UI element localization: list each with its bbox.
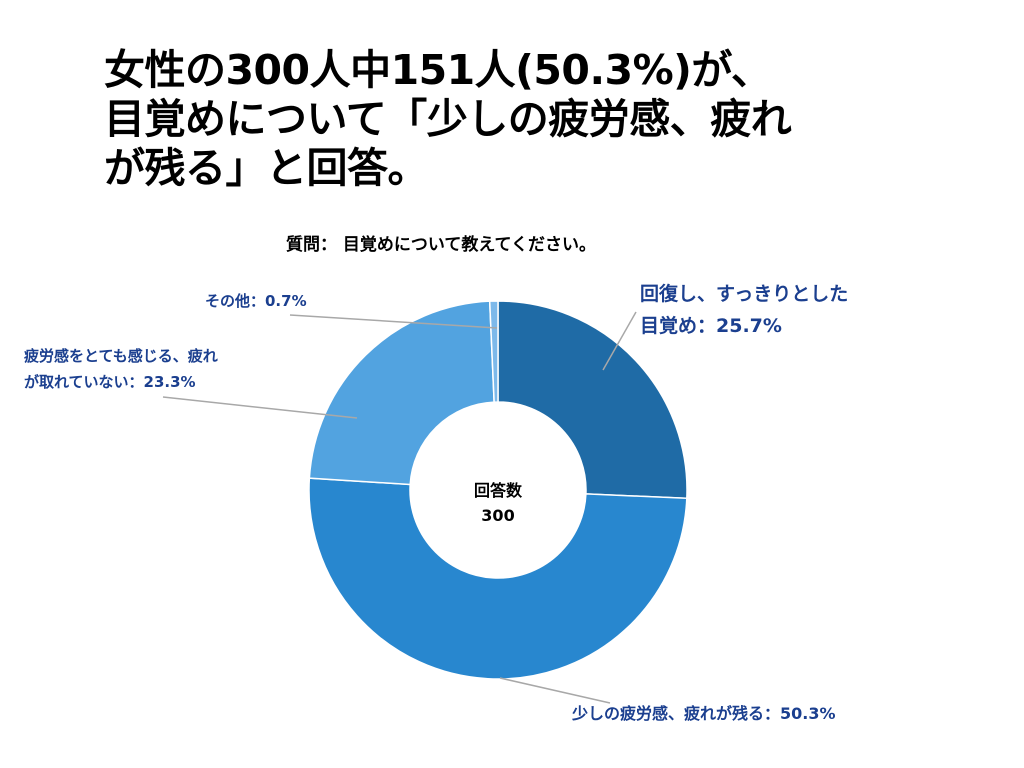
slice-label-1: 回復し、すっきりとした目覚め：25.7% bbox=[640, 282, 848, 337]
slice-label-1-line-1: 回復し、すっきりとした bbox=[640, 282, 848, 305]
donut-slice-2 bbox=[308, 477, 688, 680]
headline: 女性の300人中151人(50.3%)が、 目覚めについて「少しの疲労感、疲れ … bbox=[104, 46, 984, 193]
headline-line-3: が残る」と回答。 bbox=[104, 144, 429, 192]
slice-label-4: その他：0.7% bbox=[205, 292, 307, 310]
leader-line-4 bbox=[289, 314, 498, 329]
slice-labels: 回復し、すっきりとした目覚め：25.7% 少しの疲労感、疲れが残る：50.3% 疲労… bbox=[24, 282, 848, 723]
headline-line-1: 女性の300人中151人(50.3%)が、 bbox=[104, 46, 772, 94]
donut-slices bbox=[308, 300, 688, 680]
slice-label-3: 疲労感をとても感じる、疲れが取れていない：23.3% bbox=[24, 347, 218, 391]
leader-lines bbox=[162, 311, 637, 704]
headline-line-2: 目覚めについて「少しの疲労感、疲れ bbox=[104, 95, 792, 143]
center-value: 300 bbox=[481, 506, 514, 525]
slice-label-1-line-2: 目覚め：25.7% bbox=[640, 314, 782, 337]
slice-label-2-line-1: 少しの疲労感、疲れが残る：50.3% bbox=[571, 704, 836, 723]
slice-label-2: 少しの疲労感、疲れが残る：50.3% bbox=[571, 704, 836, 723]
slice-label-3-line-1: 疲労感をとても感じる、疲れ bbox=[24, 347, 218, 365]
donut-slice-1 bbox=[497, 300, 688, 500]
center-label: 回答数 bbox=[474, 481, 523, 500]
donut-slice-4 bbox=[488, 300, 499, 403]
leader-line-2 bbox=[499, 677, 611, 704]
slice-label-4-line-1: その他：0.7% bbox=[205, 292, 307, 310]
chart-subtitle: 質問： 目覚めについて教えてください。 bbox=[286, 235, 597, 255]
leader-line-3 bbox=[162, 396, 358, 419]
slice-label-3-line-2: が取れていない：23.3% bbox=[24, 373, 196, 391]
leader-line-1 bbox=[602, 311, 637, 371]
donut-slice-3 bbox=[308, 300, 495, 486]
